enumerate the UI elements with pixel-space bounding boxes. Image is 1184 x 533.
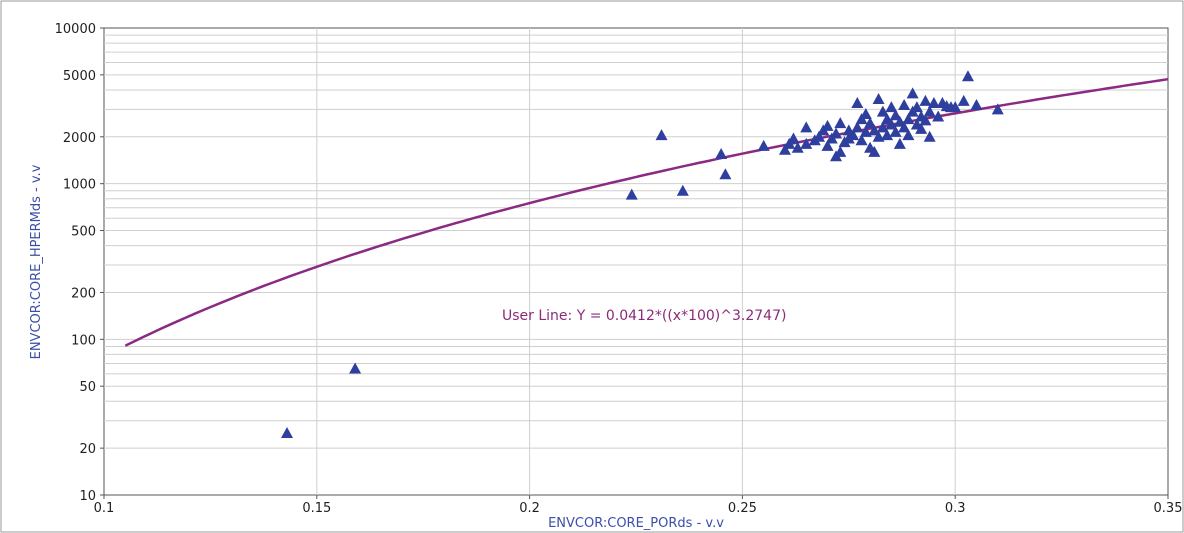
- data-point: [778, 143, 791, 155]
- data-point: [821, 119, 834, 131]
- y-tick-label: 2000: [63, 131, 96, 146]
- data-point: [719, 168, 732, 180]
- data-point: [885, 118, 898, 130]
- data-point: [791, 141, 804, 153]
- data-point: [889, 109, 902, 121]
- data-point: [927, 96, 940, 108]
- data-point: [855, 134, 868, 146]
- data-point: [281, 427, 294, 439]
- data-point: [906, 87, 919, 99]
- data-point: [957, 94, 970, 106]
- y-tick-label: 50: [79, 380, 96, 395]
- fit-line: [124, 77, 1169, 347]
- x-tick-label: 0.15: [302, 501, 331, 516]
- fit-equation-annotation: User Line: Y = 0.0412*((x*100)^3.2747): [502, 308, 786, 324]
- y-axis-title: ENVCOR:CORE_HPERMds - v.v: [29, 164, 44, 359]
- data-point: [757, 139, 770, 151]
- data-point: [787, 132, 800, 144]
- data-point: [859, 108, 872, 120]
- data-point: [676, 184, 689, 196]
- data-point: [898, 121, 911, 133]
- data-point: [881, 129, 894, 141]
- y-tick-label: 10000: [55, 22, 96, 37]
- data-point: [932, 110, 945, 122]
- data-point: [902, 113, 915, 125]
- data-point: [885, 101, 898, 113]
- data-point: [821, 139, 834, 151]
- data-point: [655, 129, 668, 141]
- data-point: [868, 145, 881, 157]
- data-point: [902, 129, 915, 141]
- data-point: [949, 101, 962, 113]
- data-point: [970, 99, 983, 111]
- data-point: [830, 127, 843, 139]
- data-point: [864, 117, 877, 129]
- data-point: [915, 122, 928, 134]
- data-point: [851, 96, 864, 108]
- x-tick-label: 0.2: [519, 501, 540, 516]
- data-point: [847, 129, 860, 141]
- data-point: [872, 130, 885, 142]
- data-point: [813, 130, 826, 142]
- data-point: [910, 101, 923, 113]
- x-tick-label: 0.3: [945, 501, 966, 516]
- plot-area: [103, 27, 1169, 496]
- data-point: [923, 130, 936, 142]
- data-point: [349, 362, 362, 374]
- y-tick-label: 5000: [63, 69, 96, 84]
- x-tick-label: 0.25: [728, 501, 757, 516]
- y-tick-label: 100: [71, 333, 96, 348]
- data-point: [898, 99, 911, 111]
- x-tick-label: 0.35: [1154, 501, 1183, 516]
- data-point: [923, 105, 936, 117]
- data-point: [876, 121, 889, 133]
- x-axis-title: ENVCOR:CORE_PORds - v.v: [548, 516, 724, 531]
- axis-ticks: 0.1 0.15 0.2 0.25 0.3 0.35 10 20 50 100 200 500 1000…: [55, 22, 1183, 516]
- points-layer: [281, 70, 1004, 439]
- data-point: [919, 114, 932, 126]
- data-point: [868, 124, 881, 136]
- data-point: [625, 188, 638, 200]
- data-point: [859, 125, 872, 137]
- data-point: [800, 121, 813, 133]
- data-point: [889, 125, 902, 137]
- data-point: [834, 117, 847, 129]
- data-point: [872, 92, 885, 104]
- x-tick-label: 0.1: [94, 501, 115, 516]
- fit-line-layer: [124, 77, 1169, 347]
- data-point: [961, 70, 974, 82]
- data-point: [851, 121, 864, 133]
- y-tick-label: 1000: [63, 178, 96, 193]
- y-tick-label: 500: [71, 225, 96, 240]
- y-tick-label: 20: [79, 442, 96, 457]
- y-tick-label: 10: [79, 489, 96, 504]
- data-point: [800, 137, 813, 149]
- y-tick-label: 200: [71, 286, 96, 301]
- grid-lines: [104, 28, 1168, 495]
- data-point: [893, 137, 906, 149]
- data-point: [876, 105, 889, 117]
- data-point: [715, 148, 728, 160]
- data-point: [919, 94, 932, 106]
- data-point: [991, 103, 1004, 115]
- data-point: [834, 145, 847, 157]
